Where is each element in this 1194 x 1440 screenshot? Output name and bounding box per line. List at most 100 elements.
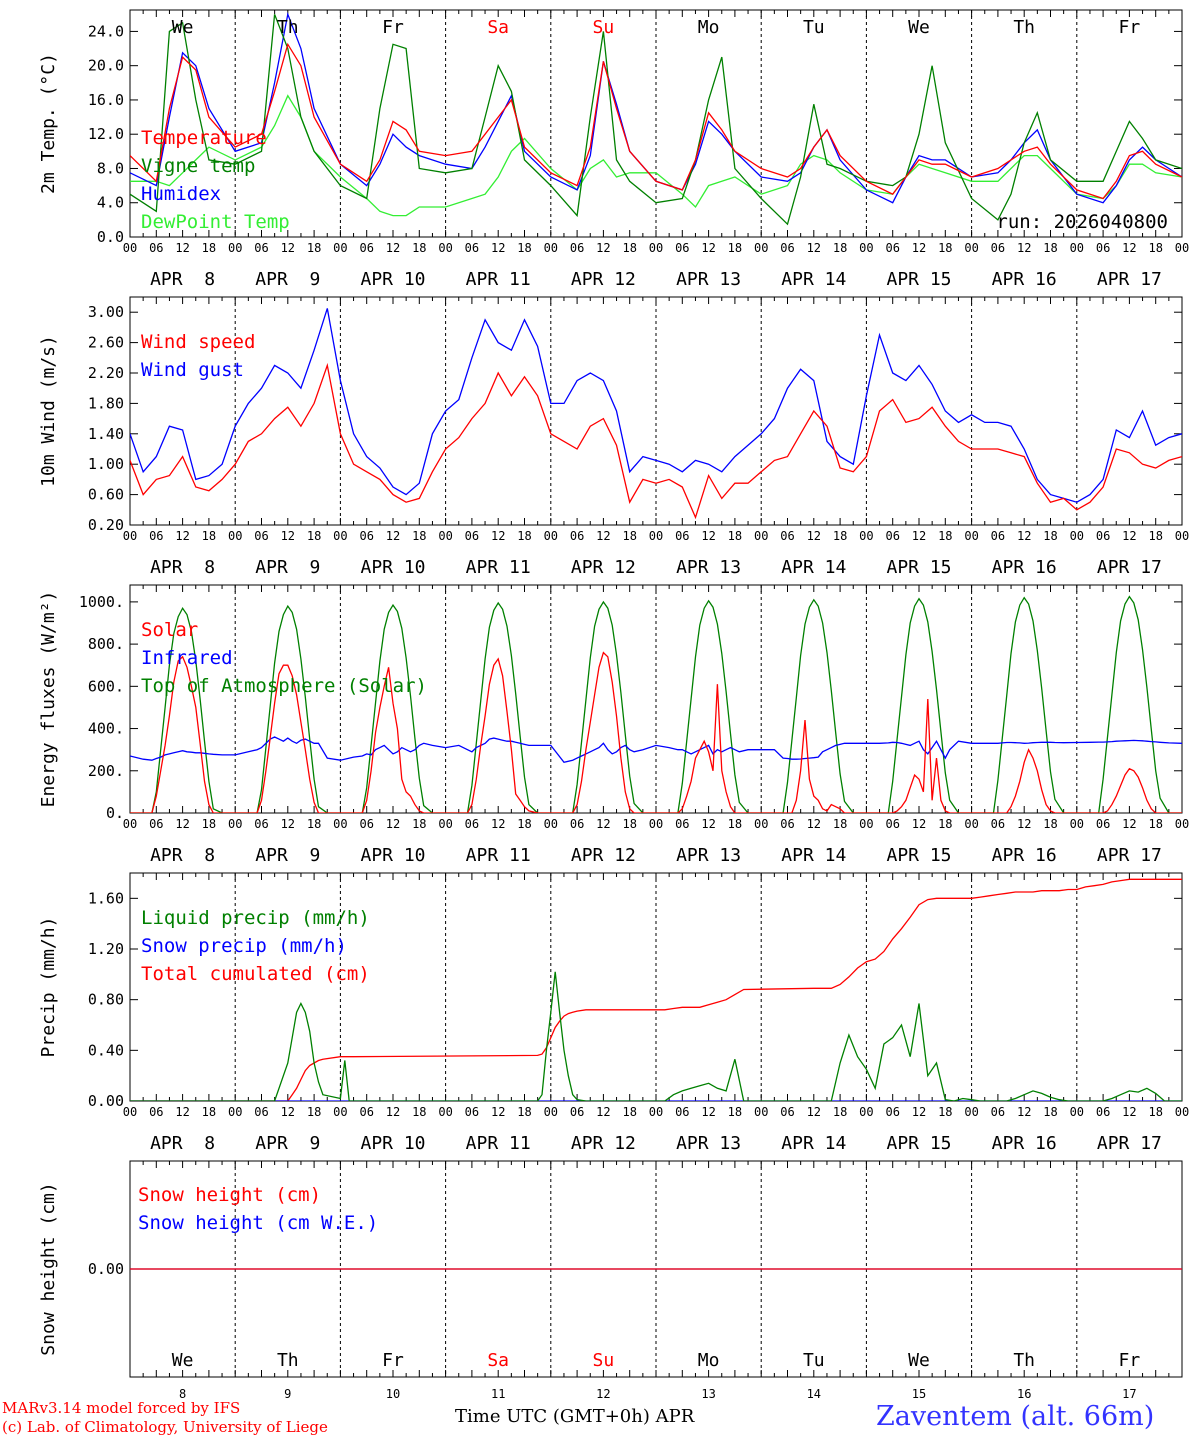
hour-label: 18 bbox=[938, 529, 952, 543]
day-number: 16 bbox=[1017, 1387, 1031, 1401]
hour-label: 06 bbox=[149, 241, 163, 255]
hour-label: 12 bbox=[701, 529, 715, 543]
hour-label: 18 bbox=[517, 241, 531, 255]
date-label: APR 8 bbox=[150, 845, 215, 866]
y-tick-label: 16.0 bbox=[88, 91, 124, 109]
hour-label: 00 bbox=[1175, 817, 1189, 831]
day-number: 8 bbox=[179, 1387, 186, 1401]
hour-label: 12 bbox=[386, 529, 400, 543]
date-label: APR 12 bbox=[571, 1133, 636, 1154]
y-tick-label: 3.00 bbox=[88, 303, 124, 321]
hour-label: 06 bbox=[1096, 817, 1110, 831]
hour-label: 00 bbox=[544, 1105, 558, 1119]
date-label: APR 17 bbox=[1097, 269, 1162, 290]
hour-label: 18 bbox=[517, 529, 531, 543]
date-label: APR 13 bbox=[676, 1133, 741, 1154]
y-tick-label: 400. bbox=[88, 720, 124, 738]
day-abbr: We bbox=[908, 1350, 930, 1371]
date-label: APR 9 bbox=[255, 557, 320, 578]
y-tick-label: 600. bbox=[88, 677, 124, 695]
hour-label: 06 bbox=[465, 1105, 479, 1119]
snow-ylabel: Snow height (cm) bbox=[38, 1182, 59, 1355]
hour-label: 18 bbox=[833, 1105, 847, 1119]
day-number: 17 bbox=[1122, 1387, 1136, 1401]
hour-label: 00 bbox=[333, 241, 347, 255]
hour-label: 00 bbox=[964, 817, 978, 831]
hour-label: 00 bbox=[1070, 529, 1084, 543]
hour-label: 18 bbox=[202, 817, 216, 831]
hour-label: 06 bbox=[465, 529, 479, 543]
hour-label: 18 bbox=[1043, 1105, 1057, 1119]
station-name: Zaventem (alt. 66m) bbox=[876, 1401, 1155, 1432]
legend-wind-speed: Wind speed bbox=[141, 331, 255, 353]
hour-label: 00 bbox=[1175, 241, 1189, 255]
hour-label: 06 bbox=[675, 817, 689, 831]
hour-label: 00 bbox=[964, 1105, 978, 1119]
hour-label: 06 bbox=[465, 241, 479, 255]
hour-label: 18 bbox=[412, 529, 426, 543]
hour-label: 00 bbox=[438, 529, 452, 543]
hour-label: 06 bbox=[885, 241, 899, 255]
precip-series bbox=[130, 878, 1182, 1101]
legend-snow-height-cm-w-e-: Snow height (cm W.E.) bbox=[138, 1212, 378, 1234]
legend-vigne-temp: Vigne temp bbox=[141, 155, 255, 177]
y-tick-label: 800. bbox=[88, 635, 124, 653]
hour-label: 12 bbox=[491, 529, 505, 543]
hour-label: 12 bbox=[596, 817, 610, 831]
hour-label: 12 bbox=[1122, 1105, 1136, 1119]
y-tick-label: 1.00 bbox=[88, 455, 124, 473]
hour-label: 06 bbox=[254, 241, 268, 255]
hour-label: 00 bbox=[1070, 817, 1084, 831]
precip-ylabel: Precip (mm/h) bbox=[38, 917, 59, 1058]
hour-label: 12 bbox=[596, 241, 610, 255]
hour-label: 06 bbox=[991, 1105, 1005, 1119]
hour-label: 06 bbox=[465, 817, 479, 831]
hour-label: 12 bbox=[1017, 1105, 1031, 1119]
hour-label: 06 bbox=[149, 1105, 163, 1119]
hour-label: 18 bbox=[1043, 817, 1057, 831]
date-label: APR 9 bbox=[255, 1133, 320, 1154]
y-tick-label: 0.60 bbox=[88, 486, 124, 504]
y-tick-label: 4.0 bbox=[97, 194, 124, 212]
series-line-vigne-temp bbox=[130, 14, 1182, 226]
day-abbr: Fr bbox=[1119, 17, 1141, 38]
date-label: APR 11 bbox=[466, 269, 531, 290]
hour-label: 12 bbox=[807, 1105, 821, 1119]
legend-snow-precip-mm-h-: Snow precip (mm/h) bbox=[141, 935, 347, 957]
hour-label: 12 bbox=[1017, 817, 1031, 831]
energy-panel: 0. 200. 400. 600. 800. 1000. Energy fluxes (W/… bbox=[38, 584, 1189, 866]
legend-solar: Solar bbox=[141, 619, 198, 641]
hour-label: 12 bbox=[386, 241, 400, 255]
hour-label: 18 bbox=[412, 817, 426, 831]
wind-series bbox=[130, 308, 1182, 520]
y-tick-label: 0.0 bbox=[97, 228, 124, 246]
hour-label: 12 bbox=[912, 817, 926, 831]
day-abbr: We bbox=[172, 17, 194, 38]
credit-block: MARv3.14 model forced by IFS (c) Lab. of… bbox=[2, 1399, 328, 1437]
legend-snow-height-cm-: Snow height (cm) bbox=[138, 1184, 321, 1206]
date-label: APR 15 bbox=[886, 269, 951, 290]
date-label: APR 17 bbox=[1097, 557, 1162, 578]
hour-label: 06 bbox=[780, 241, 794, 255]
y-tick-label: 12.0 bbox=[88, 125, 124, 143]
temperature-hour-ticks bbox=[129, 10, 1183, 237]
hour-label: 18 bbox=[202, 241, 216, 255]
temperature-panel: 0.0 4.0 8.0 12.0 16.0 20.0 24.0 2m Temp. (°C) Te… bbox=[38, 9, 1189, 290]
hour-label: 06 bbox=[149, 529, 163, 543]
hour-label: 00 bbox=[964, 529, 978, 543]
hour-label: 00 bbox=[754, 817, 768, 831]
hour-label: 12 bbox=[596, 1105, 610, 1119]
hour-label: 06 bbox=[570, 529, 584, 543]
date-label: APR 16 bbox=[992, 557, 1057, 578]
day-abbr: Mo bbox=[698, 17, 720, 38]
hour-label: 12 bbox=[281, 817, 295, 831]
hour-label: 00 bbox=[123, 529, 137, 543]
hour-label: 12 bbox=[1122, 241, 1136, 255]
date-label: APR 9 bbox=[255, 845, 320, 866]
wind-ylabel: 10m Wind (m/s) bbox=[38, 335, 59, 487]
hour-label: 18 bbox=[412, 1105, 426, 1119]
hour-label: 18 bbox=[833, 529, 847, 543]
hour-label: 00 bbox=[228, 1105, 242, 1119]
hour-label: 18 bbox=[728, 241, 742, 255]
run-label: run: 2026040800 bbox=[996, 211, 1168, 233]
